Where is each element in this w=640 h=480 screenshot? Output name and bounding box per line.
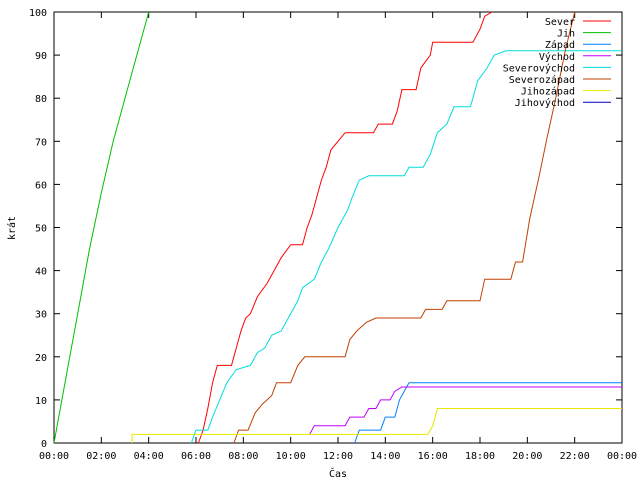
y-tick-label: 60 <box>35 180 47 191</box>
x-tick-label: 16:00 <box>418 451 448 462</box>
legend-label: Severovýchod <box>503 62 575 74</box>
legend-label: Sever <box>545 17 575 28</box>
y-tick-label: 90 <box>35 51 47 62</box>
y-tick-label: 20 <box>35 353 47 364</box>
x-tick-label: 04:00 <box>134 451 164 462</box>
series-line-7 <box>131 408 622 443</box>
series-line-3 <box>354 382 622 444</box>
x-tick-label: 00:00 <box>607 451 637 462</box>
y-tick-label: 80 <box>35 94 47 105</box>
x-tick-label: 08:00 <box>228 451 258 462</box>
y-axis-label: krát <box>6 216 18 240</box>
x-tick-label: 18:00 <box>465 451 495 462</box>
y-tick-label: 50 <box>35 224 47 235</box>
legend: SeverJihZápadVýchodSeverovýchodSeverozáp… <box>503 17 611 109</box>
axis-ticks: 0 10 20 30 40 50 60 70 80 90 100 00:00 02:00 04:00 06:… <box>29 8 637 462</box>
y-tick-label: 100 <box>29 8 47 19</box>
series-line-4 <box>309 386 622 435</box>
x-tick-label: 10:00 <box>276 451 306 462</box>
legend-label: Jih <box>557 29 575 40</box>
x-tick-label: 02:00 <box>86 451 116 462</box>
x-tick-label: 20:00 <box>512 451 542 462</box>
series-line-1 <box>197 11 493 444</box>
y-tick-label: 40 <box>35 267 47 278</box>
series-line-2 <box>53 11 150 444</box>
y-tick-label: 30 <box>35 310 47 321</box>
x-tick-label: 12:00 <box>323 451 353 462</box>
legend-label: Jihovýchod <box>515 97 575 109</box>
series-lines <box>53 11 622 444</box>
x-tick-label: 14:00 <box>370 451 400 462</box>
x-tick-label: 00:00 <box>39 451 69 462</box>
legend-label: Východ <box>539 51 575 63</box>
x-axis-label: Čas <box>329 467 347 480</box>
x-tick-label: 06:00 <box>181 451 211 462</box>
series-line-5 <box>190 50 622 444</box>
legend-label: Severozápad <box>509 74 575 86</box>
y-tick-label: 70 <box>35 137 47 148</box>
legend-label: Západ <box>545 39 575 51</box>
x-tick-label: 22:00 <box>560 451 590 462</box>
series-line-6 <box>233 11 576 444</box>
y-tick-label: 0 <box>41 439 47 450</box>
legend-label: Jihozápad <box>521 86 575 98</box>
y-tick-label: 10 <box>35 396 47 407</box>
